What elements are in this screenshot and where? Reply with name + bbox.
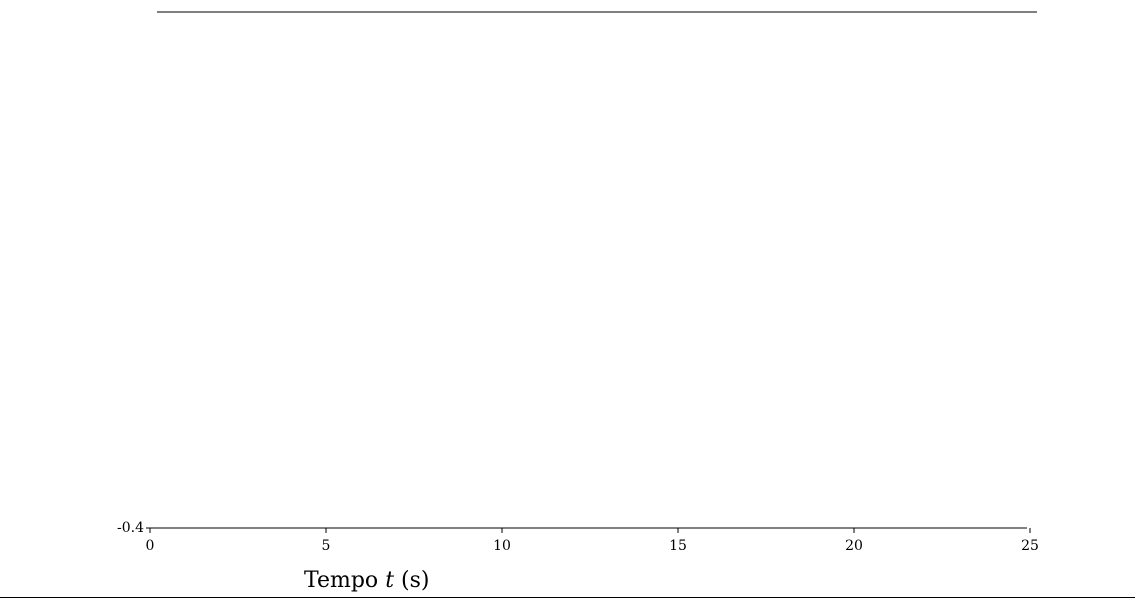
- x-tick-label: 20: [845, 538, 863, 554]
- x-ticks: 0 5 10 15 20 25: [146, 528, 1039, 554]
- x-tick-label: 15: [669, 538, 687, 554]
- x-tick-label: 0: [146, 538, 155, 554]
- x-axis-label: Tempo t (s): [304, 568, 430, 593]
- x-tick-label: 10: [493, 538, 511, 554]
- y-tick-label: -0.4: [117, 520, 144, 536]
- y-ticks: -0.4: [117, 520, 150, 536]
- bottom-rule: [0, 597, 1135, 598]
- x-tick-label: 5: [322, 538, 331, 554]
- x-tick-label: 25: [1021, 538, 1039, 554]
